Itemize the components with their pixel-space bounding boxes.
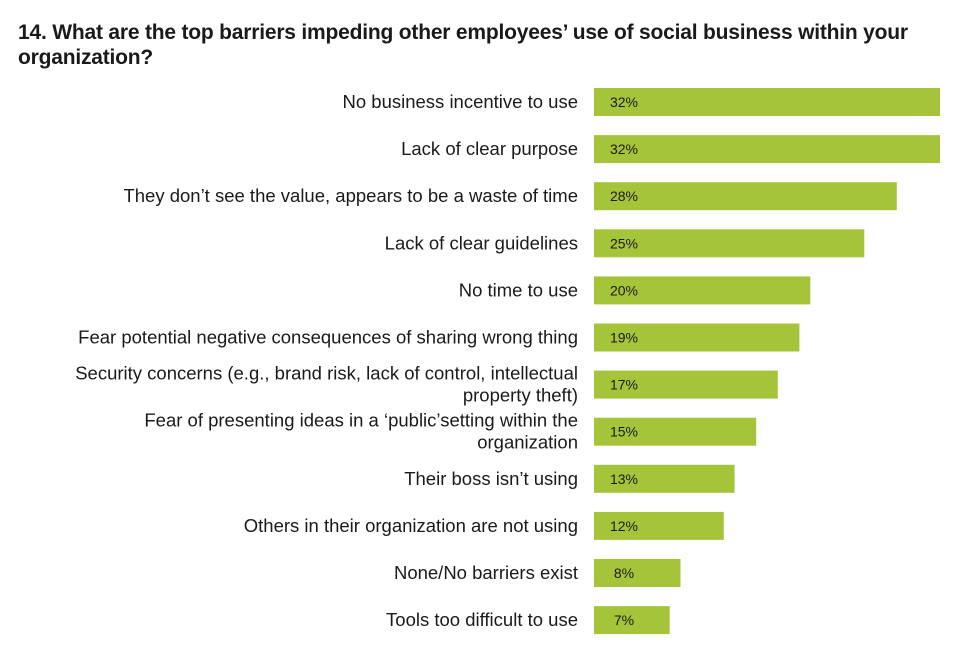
value-label-1: 32% (610, 94, 638, 110)
bar-5 (594, 276, 811, 305)
category-label-9: Their boss isn’t using (404, 468, 578, 489)
category-label-5: No time to use (459, 279, 578, 300)
value-labels-group: 32% 32% 28% 25% 20% 19% 17% 15% 13% 12% 8% 7% (610, 94, 638, 628)
value-label-2: 32% (610, 141, 638, 157)
category-label-10: Others in their organization are not usi… (244, 515, 578, 536)
bar-4 (594, 229, 865, 258)
value-label-5: 20% (610, 282, 638, 298)
value-label-10: 12% (610, 518, 638, 534)
category-label-12: Tools too difficult to use (386, 609, 578, 630)
category-labels-group: No business incentive to use Lack of clea… (75, 91, 578, 630)
bar-2 (594, 135, 940, 164)
category-label-4: Lack of clear guidelines (385, 232, 578, 253)
category-label-7-line-1: Security concerns (e.g., brand risk, lac… (75, 363, 578, 384)
category-label-7-line-2: property theft) (463, 385, 578, 406)
bar-7 (594, 370, 778, 399)
value-label-3: 28% (610, 188, 638, 204)
category-label-6: Fear potential negative consequences of … (78, 327, 578, 348)
bar-12 (594, 606, 670, 635)
value-label-9: 13% (610, 471, 638, 487)
bars-group (594, 88, 940, 635)
bar-9 (594, 464, 735, 493)
value-label-6: 19% (610, 330, 638, 346)
category-label-11: None/No barriers exist (394, 562, 578, 583)
value-label-7: 17% (610, 377, 638, 393)
bar-3 (594, 182, 897, 211)
bar-8 (594, 417, 757, 446)
category-label-8-line-1: Fear of presenting ideas in a ‘public’se… (144, 410, 578, 431)
category-label-1: No business incentive to use (343, 91, 579, 112)
value-label-8: 15% (610, 424, 638, 440)
value-label-4: 25% (610, 235, 638, 251)
bar-1 (594, 88, 940, 116)
value-label-12: 7% (614, 612, 634, 628)
value-label-11: 8% (614, 565, 634, 581)
category-label-8-line-2: organization (477, 432, 578, 453)
bar-10 (594, 511, 724, 540)
bar-6 (594, 323, 800, 352)
bar-11 (594, 559, 681, 587)
category-label-3: They don’t see the value, appears to be … (123, 185, 578, 206)
category-label-2: Lack of clear purpose (401, 138, 578, 159)
chart-title: 14. What are the top barriers impeding o… (18, 21, 908, 69)
